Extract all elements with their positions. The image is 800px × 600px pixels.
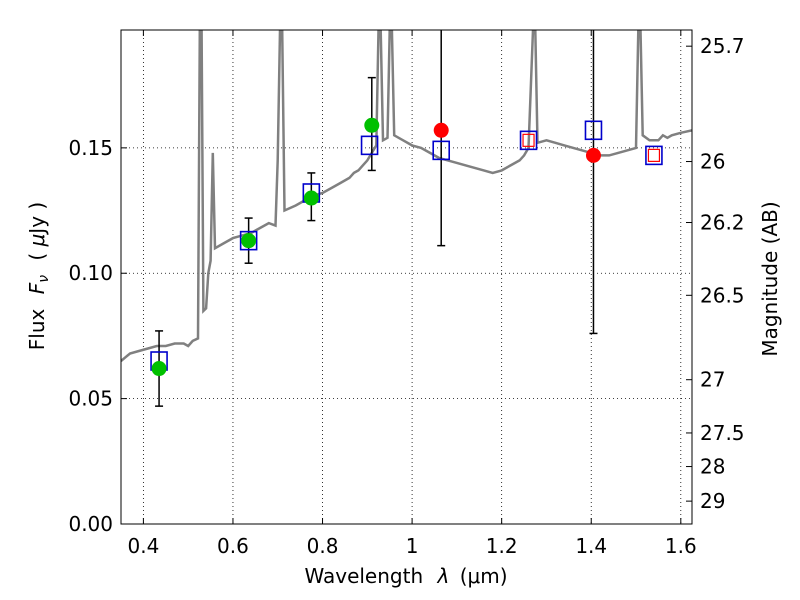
observed-points-layer: [151, 117, 601, 377]
magnitude-tick-label: 27.5: [700, 421, 745, 445]
y-axis-label-symbol: F: [25, 282, 49, 294]
model-photometry-box: [360, 135, 379, 156]
y-tick-label: 0.05: [68, 387, 113, 411]
y-axis-label-text: Flux: [25, 308, 49, 350]
detection-point: [241, 233, 257, 249]
x-tick-label: 1: [406, 534, 419, 558]
magnitude-axis-label: Magnitude (AB): [758, 201, 782, 356]
y-tick-label: 0.00: [68, 512, 113, 536]
model-photometry-box: [645, 145, 663, 166]
grid: [121, 30, 692, 525]
model-photometry-inner-box: [522, 133, 535, 147]
y-tick-label: 0.15: [68, 136, 113, 160]
model-photometry-box: [584, 120, 603, 141]
errorbar-layer: [155, 30, 598, 407]
model-photometry-box: [239, 230, 258, 251]
model-spectrum-line: [121, 30, 692, 362]
x-axis-label-text: Wavelength: [304, 564, 423, 588]
model-photometry-box: [432, 140, 451, 161]
magnitude-tick-label: 26.2: [700, 211, 745, 235]
x-tick-label: 1.2: [486, 534, 518, 558]
upper-limit-point: [433, 122, 449, 138]
y-axis-label-unit-mu: μ: [25, 234, 49, 248]
x-axis-label: Wavelength λ (μm): [304, 564, 507, 588]
model-spectrum-layer: [121, 30, 692, 362]
y-axis-label-unit-rest: Jy ): [25, 202, 49, 236]
y-axis-label-unit-open: (: [25, 246, 49, 260]
magnitude-tick-label: 29: [700, 489, 725, 513]
magnitude-tick-label: 26.5: [700, 283, 745, 307]
plot-frame: [120, 29, 693, 525]
x-tick-label: 0.4: [127, 534, 159, 558]
magnitude-axis-ticks: 25.7 26 26.2 26.5 27 27.5 28 29: [686, 34, 745, 513]
magnitude-tick-label: 25.7: [700, 34, 745, 58]
magnitude-tick-label: 26: [700, 150, 725, 174]
model-photometry-box: [519, 130, 538, 151]
x-axis-label-unit: (μm): [460, 564, 508, 588]
y-axis-label-subscript: ν: [36, 275, 52, 283]
magnitude-tick-label: 27: [700, 368, 725, 392]
model-photometry-layer: [150, 120, 663, 371]
x-tick-label: 1.4: [575, 534, 607, 558]
x-axis-label-symbol: λ: [437, 564, 450, 588]
y-tick-label: 0.10: [68, 261, 113, 285]
x-tick-label: 0.6: [217, 534, 249, 558]
model-photometry-inner-box: [647, 148, 661, 162]
detection-point: [364, 117, 380, 133]
x-tick-label: 0.8: [307, 534, 339, 558]
y-axis-ticks: 0.00 0.05 0.10 0.15: [68, 136, 127, 536]
y-axis-label: Flux Fν ( μJy ): [25, 202, 53, 350]
upper-limit-point: [585, 147, 601, 163]
magnitude-tick-label: 28: [700, 455, 725, 479]
detection-point: [151, 361, 167, 377]
x-tick-label: 1.6: [665, 534, 697, 558]
x-axis-ticks: 0.4 0.6 0.8 1 1.2 1.4 1.6: [127, 30, 697, 558]
detection-point: [303, 190, 319, 206]
